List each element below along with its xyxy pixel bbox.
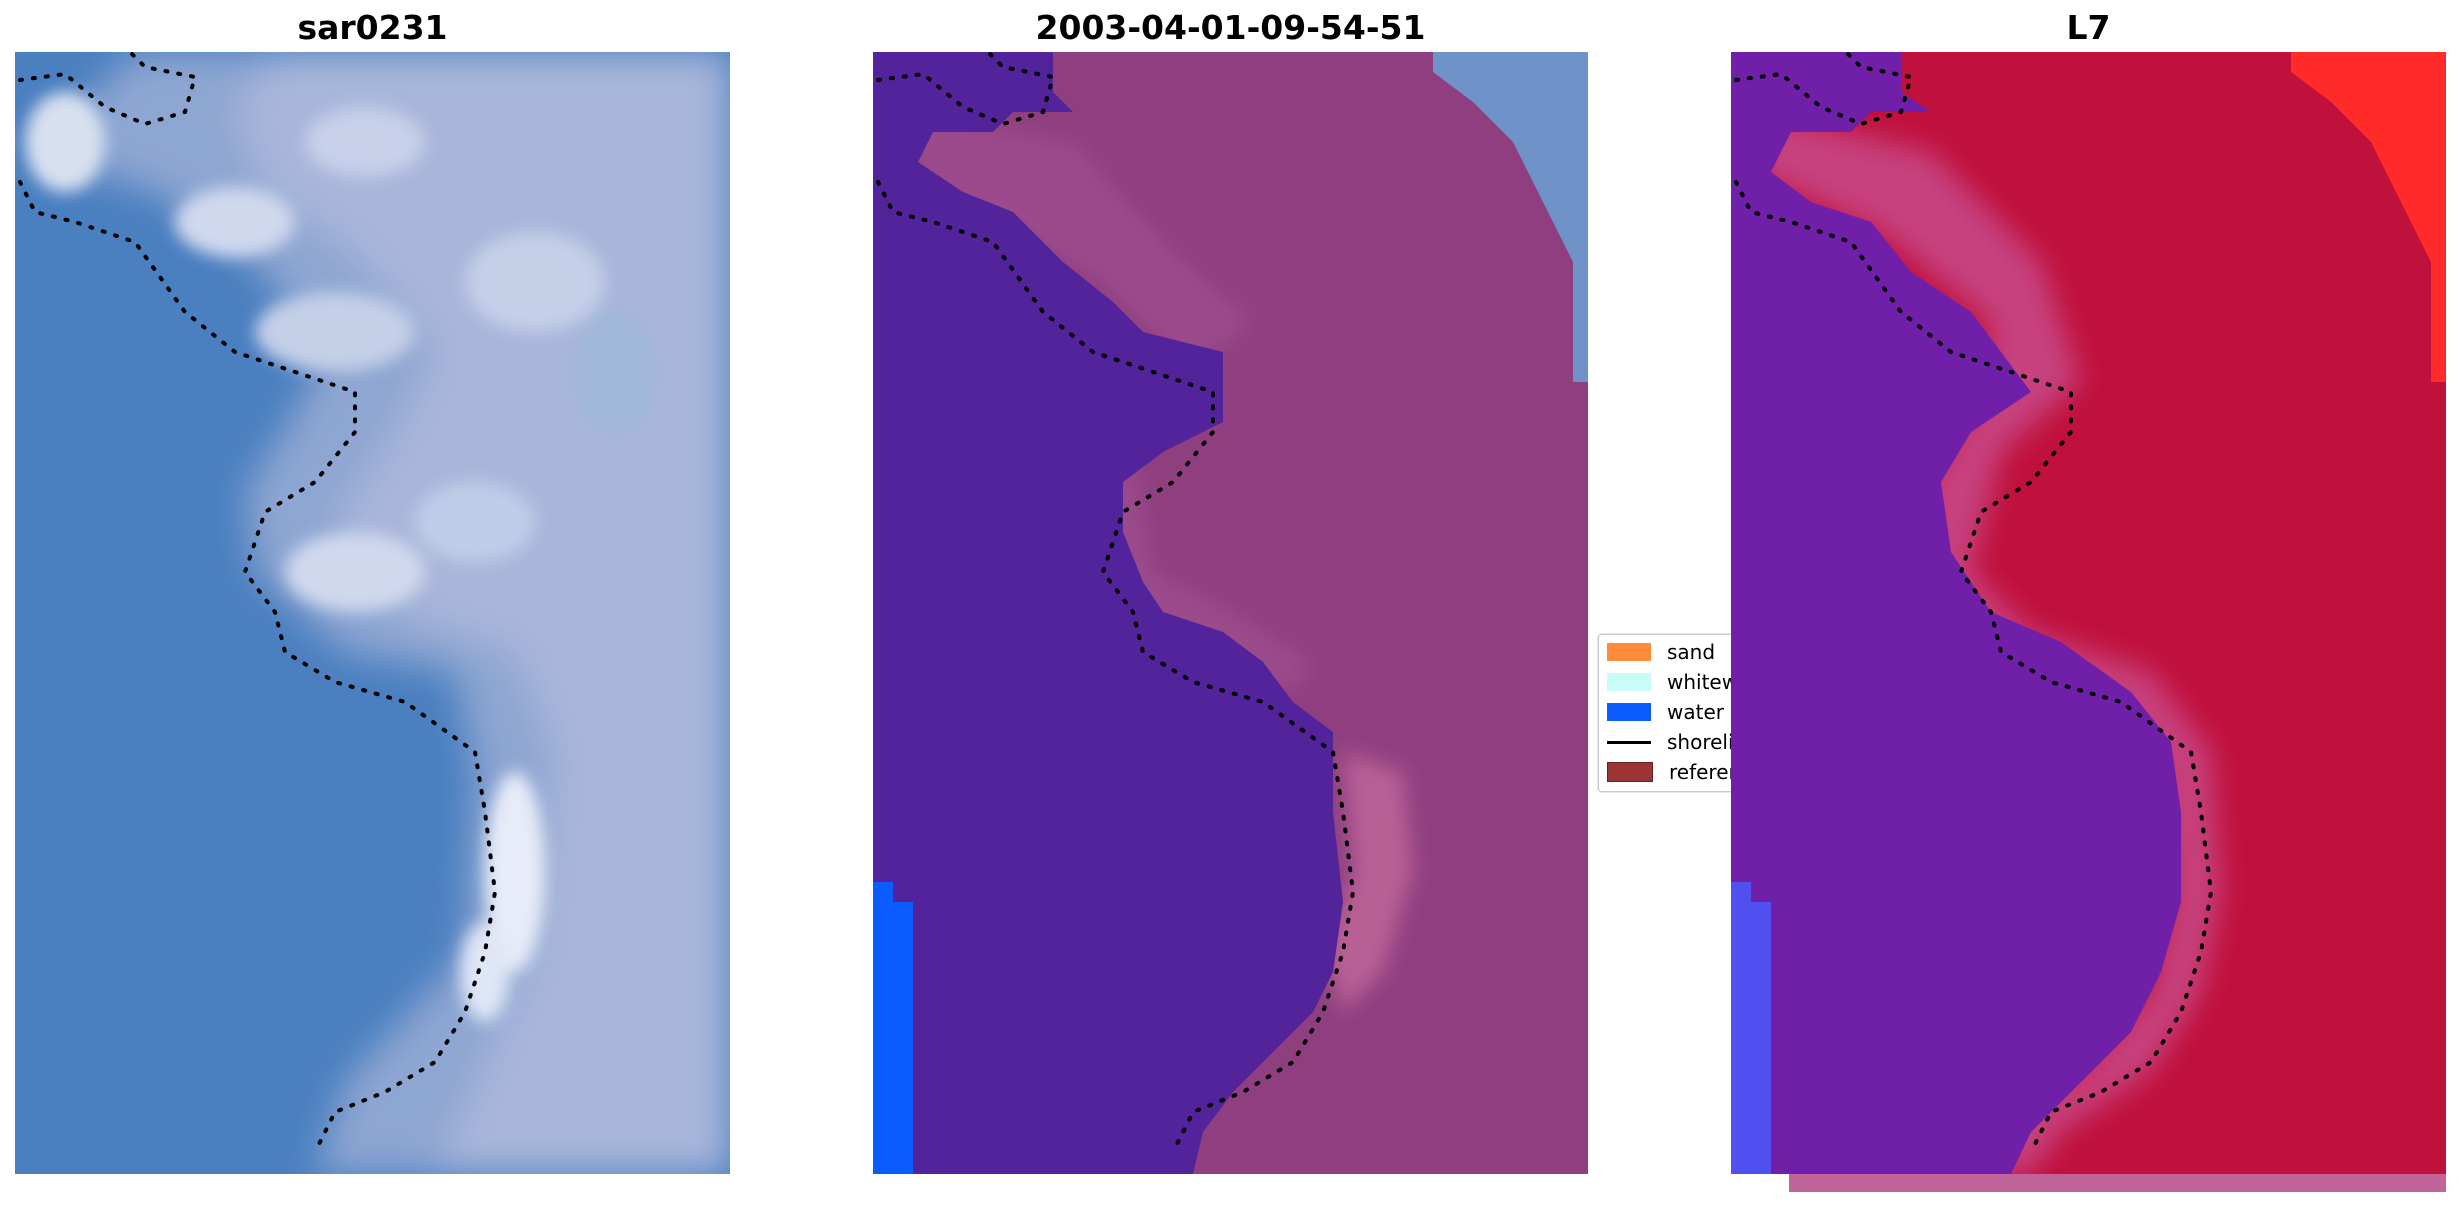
sand-swatch: [1607, 643, 1651, 661]
shoreline-dotted: [1734, 180, 2214, 1154]
water-region: [1731, 52, 2181, 1174]
water-class-region: [873, 52, 1343, 1174]
legend-item-water: water: [1607, 699, 1724, 725]
reference-strip: [1789, 1174, 2446, 1192]
shoreline-dotted: [1734, 52, 1914, 127]
water-swatch: [1607, 703, 1651, 721]
classification-panel: [873, 52, 1588, 1174]
foam-patch: [25, 92, 105, 192]
shoreline-dotted: [876, 180, 1356, 1154]
shoreline-dotted: [18, 180, 498, 1154]
water-class-strip: [1731, 882, 1771, 1174]
panel-title-l7: L7: [2066, 8, 2111, 47]
legend-item-sand: sand: [1607, 639, 1715, 665]
foam-patch: [485, 772, 545, 972]
shoreline-line-swatch: [1607, 740, 1651, 744]
water-legend-class-strip: [873, 882, 913, 1174]
shoreline-dotted: [876, 52, 1056, 127]
foam-patch: [415, 482, 535, 562]
satellite-rgb-panel: [15, 52, 730, 1174]
foam-patch: [285, 532, 425, 612]
sky-corner: [1433, 52, 1588, 382]
panel-title-class: 2003-04-01-09-54-51: [1035, 8, 1426, 47]
foam-patch: [575, 312, 655, 432]
reference-swatch: [1607, 762, 1653, 782]
whitewater-swatch: [1607, 673, 1651, 691]
foam-patch: [465, 232, 605, 332]
foam-patch: [255, 292, 415, 372]
legend-label: sand: [1667, 640, 1716, 664]
panel-title-sar: sar0231: [297, 8, 448, 47]
foam-patch: [460, 922, 510, 1022]
foam-patch: [305, 107, 425, 177]
legend: sand whitewater water shoreline referenc…: [1598, 634, 1779, 792]
bright-corner: [2291, 52, 2446, 382]
legend-label: water: [1667, 700, 1724, 724]
foam-patch: [175, 187, 295, 257]
shoreline-dotted: [18, 52, 198, 127]
l7-panel: [1731, 52, 2446, 1192]
